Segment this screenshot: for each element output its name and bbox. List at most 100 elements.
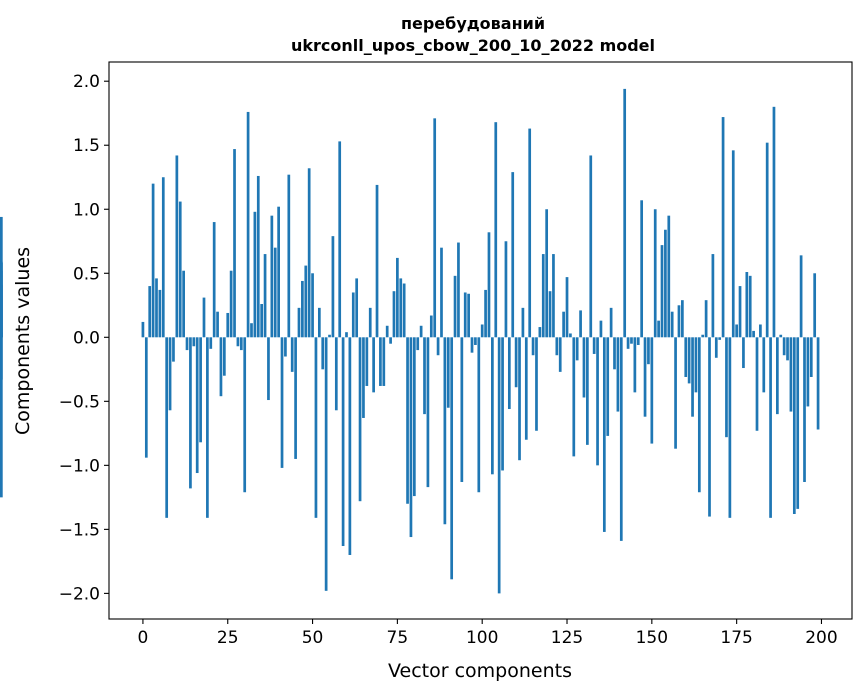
bar — [731, 150, 735, 338]
bar — [290, 337, 294, 372]
bar — [531, 337, 535, 356]
bar — [355, 278, 359, 338]
bar — [263, 254, 267, 338]
bar — [158, 289, 162, 338]
bar — [362, 337, 365, 418]
y-tick-label: −1.0 — [59, 456, 100, 476]
bar — [667, 215, 671, 338]
y-tick-label: 1.5 — [73, 136, 100, 156]
bar — [650, 337, 654, 444]
bar — [406, 337, 409, 504]
bar — [582, 337, 586, 398]
bar — [470, 337, 474, 353]
bar — [643, 337, 647, 417]
bar — [287, 174, 291, 338]
bar — [457, 242, 460, 338]
bar — [423, 337, 426, 415]
axes-group: 0 25 50 75 100 125 150 175 200 2.0 1.5 1.0 0.5 0.0 −0.… — [59, 72, 838, 648]
bar — [738, 286, 742, 338]
y-tick-label: −0.5 — [59, 392, 100, 412]
bar — [518, 337, 521, 461]
bar — [606, 337, 610, 436]
bar — [660, 245, 664, 338]
bar — [714, 337, 718, 358]
bar — [538, 327, 542, 338]
x-tick-label: 75 — [387, 628, 409, 648]
bar — [491, 337, 494, 475]
y-tick-label: 1.0 — [73, 200, 100, 220]
bar — [222, 337, 226, 376]
bar — [609, 307, 613, 338]
bar — [599, 320, 603, 338]
bar — [195, 337, 199, 474]
bar — [331, 236, 335, 338]
bar — [467, 293, 470, 338]
bar — [260, 304, 264, 338]
x-axis-label: Vector components — [388, 660, 572, 682]
bar — [233, 149, 236, 338]
bar — [450, 337, 454, 580]
bar — [521, 307, 525, 338]
bar — [334, 337, 338, 411]
bar — [636, 337, 640, 345]
bar — [270, 215, 274, 338]
bar — [229, 270, 233, 338]
bar — [141, 321, 145, 338]
bar — [419, 325, 423, 338]
bar — [664, 229, 667, 338]
bar — [172, 337, 175, 362]
x-tick-label: 175 — [720, 628, 752, 648]
bar — [691, 337, 694, 417]
bar — [501, 337, 504, 471]
bar — [748, 275, 752, 338]
bar — [294, 337, 297, 459]
bar — [487, 232, 491, 338]
bar — [752, 330, 755, 338]
bar — [497, 337, 501, 594]
bar — [735, 324, 738, 338]
bar — [199, 337, 202, 443]
bar — [304, 265, 308, 338]
bar — [301, 280, 304, 338]
bar — [596, 337, 599, 466]
bar — [375, 184, 379, 338]
bars-group — [0, 88, 820, 594]
bar — [151, 183, 155, 338]
bar — [175, 155, 179, 338]
bar — [409, 337, 413, 538]
bar — [528, 128, 532, 338]
y-tick-label: 2.0 — [73, 72, 100, 92]
bar — [514, 337, 518, 388]
bar — [226, 312, 230, 338]
x-tick-label: 100 — [466, 628, 498, 648]
bar — [776, 337, 779, 415]
bar — [0, 337, 3, 498]
bar — [412, 337, 416, 497]
bar — [694, 337, 698, 393]
bar — [586, 337, 589, 445]
bar — [280, 337, 284, 468]
bar — [311, 273, 314, 338]
bar — [792, 337, 796, 514]
bar — [192, 337, 196, 347]
bar — [681, 300, 684, 338]
x-tick-label: 200 — [805, 628, 837, 648]
bar — [168, 337, 172, 411]
bar — [345, 332, 348, 338]
bar — [755, 337, 759, 431]
bar — [809, 337, 813, 377]
bar — [613, 337, 616, 370]
bar — [558, 337, 562, 372]
bar — [494, 122, 498, 338]
y-tick-label: −2.0 — [59, 584, 100, 604]
bar — [697, 337, 701, 493]
bar — [328, 334, 331, 338]
bar — [765, 142, 769, 338]
bar — [772, 106, 776, 338]
bar — [633, 337, 637, 393]
bar — [463, 292, 467, 338]
bar — [351, 292, 355, 338]
x-tick-label: 125 — [551, 628, 583, 648]
bar — [389, 337, 392, 344]
